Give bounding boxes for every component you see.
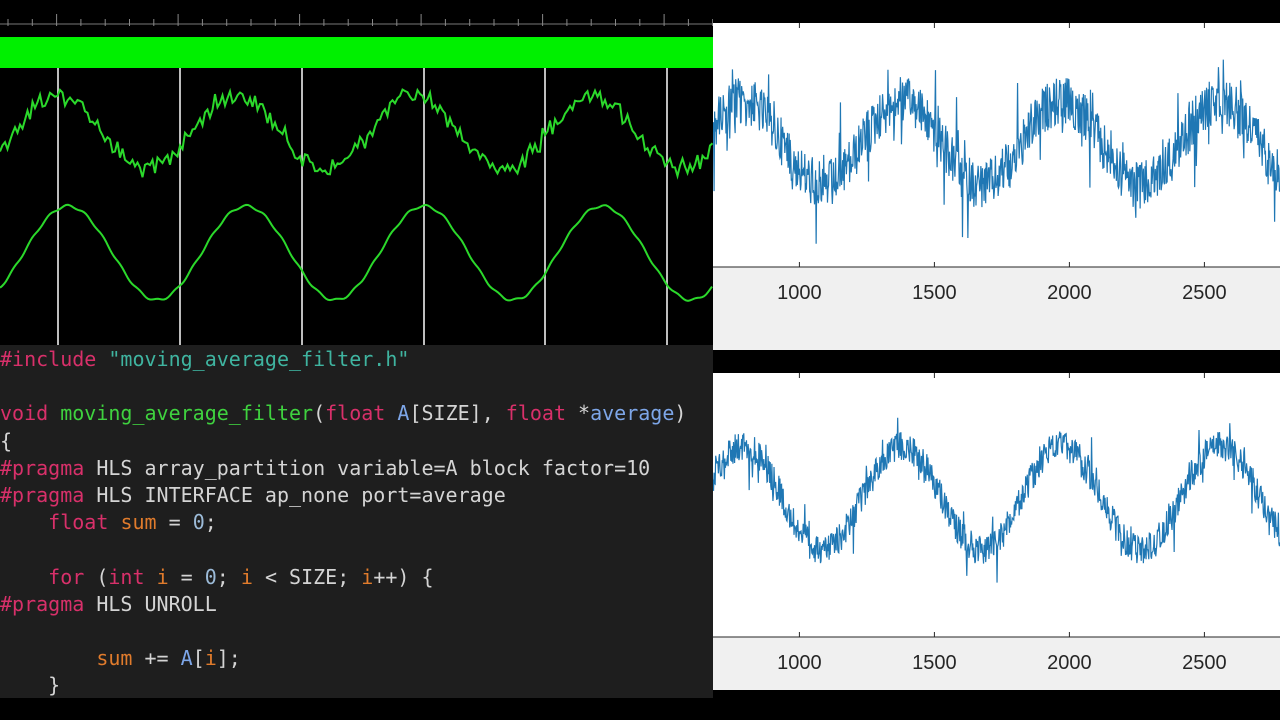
code-token: i [240,564,253,589]
code-token [0,565,48,589]
filtered-signal-plot: 1000 1500 2000 2500 [713,373,1280,690]
top-series-line [713,59,1280,244]
top-tick-label: 1000 [777,282,822,304]
code-token: sum [120,510,157,535]
code-token: i [361,564,374,589]
filtered-signal-chart: 1000 1500 2000 2500 [713,373,1280,690]
bottom-tick-label: 2000 [1047,652,1092,674]
code-token: i [156,564,169,589]
bottom-tick-label: 1000 [777,652,822,674]
code-token: 0 [204,564,217,589]
code-token: } [0,673,61,698]
code-token [145,565,157,589]
top-tick-label: 1500 [912,282,957,304]
code-token: "moving_average_filter.h" [108,347,410,371]
code-token: #pragma [0,455,85,480]
code-token: ) [674,401,687,426]
code-line: } [0,672,60,698]
top-figure-background [713,267,1280,350]
code-token: A [397,401,410,426]
filtered-signal-trace [0,203,713,302]
code-token: #include [0,347,97,371]
oscilloscope-display [0,14,713,345]
code-line: #pragma HLS INTERFACE ap_none port=avera… [0,482,506,509]
code-token [108,510,120,534]
code-token: = [168,564,205,589]
bottom-figure-background [713,637,1280,690]
code-editor[interactable]: #include "moving_average_filter.h"void m… [0,345,713,698]
code-line: for (int i = 0; i < SIZE; i++) { [0,564,434,591]
top-tick-label: 2000 [1047,282,1092,304]
code-token: += [132,646,181,671]
code-token: < SIZE; [252,564,362,589]
code-token: float [48,510,109,535]
raw-signal-trace [0,87,713,180]
code-token: float [505,401,566,426]
code-token: ( [313,401,326,426]
code-token: int [108,564,145,589]
code-line: #include "moving_average_filter.h" [0,346,409,373]
bottom-tick-label: 2500 [1182,652,1227,674]
code-token: ; [216,564,241,589]
code-line: sum += A[i]; [0,645,241,672]
code-line: #pragma HLS array_partition variable=A b… [0,455,650,482]
code-line: { [0,428,12,455]
code-token [0,646,96,670]
code-token: ]; [216,646,241,671]
code-token: { [0,428,13,453]
code-token: [SIZE], [409,401,506,426]
code-token: moving_average_filter [60,401,314,426]
code-token: for [48,564,85,589]
code-token [385,401,397,425]
code-token: #pragma [0,483,85,507]
code-token: ( [84,564,109,589]
code-token: average [590,401,675,426]
code-token: HLS INTERFACE ap_none port=average [84,483,506,507]
bottom-letterbox [0,698,1280,720]
code-token: A [180,646,193,671]
code-token: ; [204,510,217,535]
code-token: [ [192,646,205,671]
code-token: 0 [192,510,205,535]
bottom-plot-area [713,373,1280,637]
code-line: float sum = 0; [0,509,217,536]
code-token: void [0,401,49,426]
code-line: void moving_average_filter(float A[SIZE]… [0,400,686,427]
top-tick-label: 2500 [1182,282,1227,304]
code-token: #pragma [0,591,85,616]
oscilloscope-panel [0,0,713,345]
code-token: float [325,401,386,426]
code-token [48,401,60,425]
code-token: i [204,646,217,671]
code-token [0,510,48,534]
bottom-series-line [713,417,1280,583]
code-token: sum [96,646,133,671]
code-token: HLS UNROLL [84,591,217,616]
code-token [96,347,108,371]
raw-signal-chart: 1000 1500 2000 2500 [713,23,1280,350]
code-token: HLS array_partition variable=A block fac… [84,455,651,480]
code-line: #pragma HLS UNROLL [0,591,217,618]
code-token: ++) { [373,564,434,589]
code-token: * [566,401,591,426]
digital-signal-bar [0,37,713,68]
bottom-tick-label: 1500 [912,652,957,674]
code-token: = [156,510,193,535]
raw-signal-plot: 1000 1500 2000 2500 [713,23,1280,350]
